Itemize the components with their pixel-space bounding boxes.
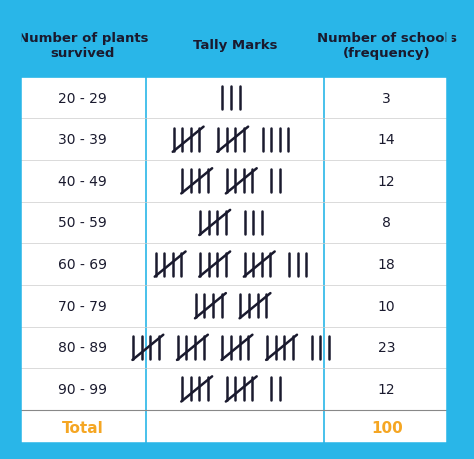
Text: 40 - 49: 40 - 49	[58, 174, 107, 189]
Text: Tally Marks: Tally Marks	[193, 39, 277, 52]
Text: 60 - 69: 60 - 69	[58, 257, 107, 271]
Text: 18: 18	[378, 257, 396, 271]
Text: Number of plants
survived: Number of plants survived	[18, 32, 148, 60]
Text: 30 - 39: 30 - 39	[58, 133, 107, 147]
Text: 12: 12	[378, 174, 395, 189]
Text: 23: 23	[378, 341, 395, 354]
Text: Number of schools
(frequency): Number of schools (frequency)	[317, 32, 457, 60]
FancyBboxPatch shape	[19, 14, 449, 78]
Text: 14: 14	[378, 133, 395, 147]
Text: Total: Total	[62, 420, 104, 435]
Text: 80 - 89: 80 - 89	[58, 341, 107, 354]
Text: 10: 10	[378, 299, 395, 313]
Text: 90 - 99: 90 - 99	[58, 382, 107, 396]
Text: 70 - 79: 70 - 79	[58, 299, 107, 313]
Text: 50 - 59: 50 - 59	[58, 216, 107, 230]
Text: 100: 100	[371, 420, 402, 435]
Text: 3: 3	[383, 91, 391, 106]
Text: 20 - 29: 20 - 29	[58, 91, 107, 106]
FancyBboxPatch shape	[19, 14, 449, 445]
Text: 8: 8	[383, 216, 391, 230]
Text: 12: 12	[378, 382, 395, 396]
